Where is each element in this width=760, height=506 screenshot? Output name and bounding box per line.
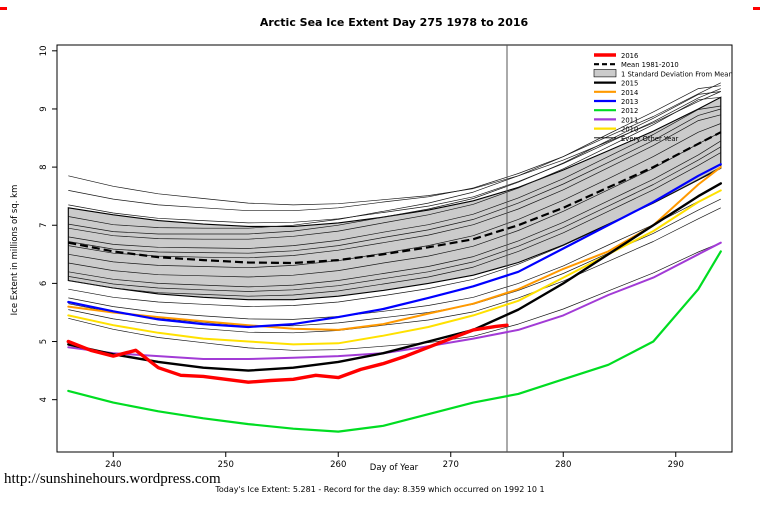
- other-year-line-13: [68, 96, 721, 240]
- series-line-2011: [67, 241, 722, 360]
- x-tick-label: 250: [218, 460, 234, 470]
- y-tick-label: 4: [39, 397, 49, 402]
- footer-caption: Today's Ice Extent: 5.281 - Record for t…: [215, 485, 545, 494]
- other-year-line-18: [68, 91, 721, 206]
- y-tick-label: 9: [39, 106, 49, 111]
- legend-label: 2015: [621, 80, 638, 88]
- chart: Arctic Sea Ice Extent Day 275 1978 to 20…: [10, 16, 733, 473]
- other-year-line-14: [68, 91, 721, 235]
- other-year-line-11: [68, 108, 721, 254]
- other-year-line-7: [68, 140, 721, 288]
- crop-mark-right: [753, 7, 760, 10]
- other-year-line-12: [68, 105, 721, 249]
- other-year-line-15: [68, 85, 721, 229]
- legend-label: 2014: [621, 89, 638, 97]
- y-tick-label: 10: [39, 45, 49, 56]
- other-year-line-5: [68, 152, 721, 297]
- series-line-2010: [67, 189, 722, 346]
- series-line-2016: [66, 323, 509, 384]
- footer-link[interactable]: http://sunshinehours.wordpress.com: [4, 471, 221, 487]
- legend-label: 2016: [621, 52, 638, 60]
- y-tick-label: 7: [39, 222, 49, 227]
- crop-mark-left: [0, 7, 7, 10]
- legend-label: 2011: [621, 116, 638, 124]
- series-line-2015: [67, 182, 722, 372]
- other-year-line-17: [68, 82, 721, 212]
- other-year-line-6: [68, 146, 721, 292]
- legend-label: Mean 1981-2010: [621, 61, 679, 69]
- y-axis-label: Ice Extent in millions of sq. km: [10, 185, 20, 316]
- series-line-2013: [67, 163, 722, 329]
- other-year-line-0: [68, 242, 721, 351]
- other-year-line-9: [68, 123, 721, 269]
- series-line-2014: [67, 166, 722, 331]
- other-year-line-8: [68, 131, 721, 278]
- legend-label: 2013: [621, 98, 638, 106]
- legend-label: 1 Standard Deviation From Mean: [621, 70, 733, 78]
- legend-swatch-std-dev: [593, 69, 617, 78]
- other-year-line-10: [68, 114, 721, 259]
- x-tick-label: 270: [443, 460, 459, 470]
- y-tick-label: 8: [39, 164, 49, 169]
- legend-label: 2010: [621, 126, 638, 134]
- other-year-line-3: [68, 190, 721, 320]
- other-year-line-1: [68, 207, 721, 334]
- x-tick-label: 240: [105, 460, 121, 470]
- legend-label: Every Other Year: [621, 135, 679, 143]
- chart-title: Arctic Sea Ice Extent Day 275 1978 to 20…: [260, 16, 529, 29]
- y-tick-label: 5: [39, 339, 49, 344]
- y-tick-label: 6: [39, 281, 49, 286]
- series-line-2012: [67, 250, 722, 433]
- x-tick-label: 260: [330, 460, 346, 470]
- legend-label: 2012: [621, 107, 638, 115]
- x-tick-label: 280: [555, 460, 571, 470]
- x-tick-label: 290: [668, 460, 684, 470]
- mean-line: [68, 131, 722, 265]
- x-axis-label: Day of Year: [370, 463, 419, 473]
